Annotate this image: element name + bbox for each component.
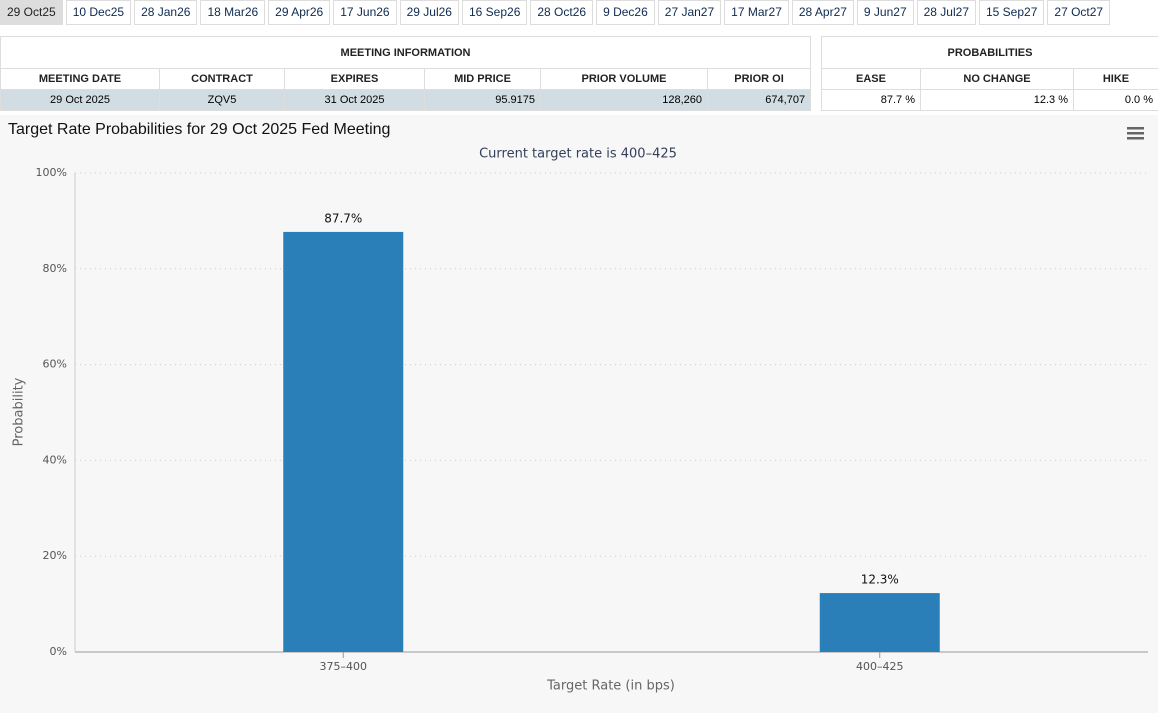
tab[interactable]: 28 Apr27	[791, 0, 854, 25]
data-label: 87.7%	[324, 211, 362, 225]
tab[interactable]: 28 Oct26	[530, 0, 594, 25]
y-tick-label: 0%	[50, 645, 67, 658]
cell: 674,707	[706, 89, 812, 111]
x-axis-title: Target Rate (in bps)	[546, 679, 675, 694]
cell: 31 Oct 2025	[284, 89, 425, 111]
tab[interactable]: 27 Jan27	[657, 0, 722, 25]
tab[interactable]: 9 Jun27	[856, 0, 914, 25]
cell: 87.7 %	[821, 89, 921, 111]
tab[interactable]: 27 Oct27	[1047, 0, 1111, 25]
tab[interactable]: 10 Dec25	[65, 0, 132, 25]
cell: 29 Oct 2025	[0, 89, 160, 111]
data-row: 87.7 % 12.3 % 0.0 %	[821, 89, 1158, 111]
column-header: PRIOR OI	[706, 68, 812, 90]
column-header: EASE	[821, 68, 921, 90]
chart: Target Rate Probabilities for 29 Oct 202…	[0, 115, 1158, 713]
y-axis-title: Probability	[12, 377, 27, 446]
tab[interactable]: 29 Jul26	[399, 0, 459, 25]
column-header: MID PRICE	[424, 68, 541, 90]
tab[interactable]: 29 Apr26	[268, 0, 331, 25]
cell: 95.9175	[424, 89, 541, 111]
y-tick-label: 100%	[36, 166, 67, 179]
bar	[283, 231, 404, 652]
column-header: EXPIRES	[284, 68, 425, 90]
header-row: EASE NO CHANGE HIKE	[821, 68, 1158, 90]
table-title: PROBABILITIES	[821, 36, 1158, 69]
column-header: MEETING DATE	[0, 68, 160, 90]
tab[interactable]: 15 Sep27	[979, 0, 1045, 25]
cell: 12.3 %	[920, 89, 1074, 111]
tab[interactable]: 18 Mar26	[200, 0, 266, 25]
tab[interactable]: 17 Mar27	[724, 0, 789, 25]
cell: ZQV5	[159, 89, 285, 111]
column-header: CONTRACT	[159, 68, 285, 90]
header-row: MEETING DATE CONTRACT EXPIRES MID PRICE PRIO…	[0, 68, 812, 90]
title-row: MEETING INFORMATION	[0, 36, 812, 69]
cell: 128,260	[540, 89, 708, 111]
x-tick-label: 375–400	[320, 660, 368, 673]
chart-title: Target Rate Probabilities for 29 Oct 202…	[8, 121, 390, 138]
y-tick-label: 60%	[43, 358, 67, 371]
probabilities-table: PROBABILITIES EASE NO CHANGE HIKE 87.7 % 12.3…	[821, 36, 1158, 111]
x-tick-label: 400–425	[856, 660, 904, 673]
table-title: MEETING INFORMATION	[0, 36, 812, 69]
cell: 0.0 %	[1073, 89, 1158, 111]
y-tick-label: 40%	[43, 453, 67, 466]
bar	[819, 593, 940, 652]
tab[interactable]: 28 Jul27	[916, 0, 976, 25]
column-header: PRIOR VOLUME	[540, 68, 708, 90]
tab[interactable]: 28 Jan26	[134, 0, 198, 25]
tab[interactable]: 29 Oct25	[0, 0, 63, 25]
y-tick-label: 80%	[43, 262, 67, 275]
meeting-info-table: MEETING INFORMATION MEETING DATE CONTRACT E…	[0, 36, 812, 111]
tab[interactable]: 17 Jun26	[333, 0, 397, 25]
tab[interactable]: 16 Sep26	[461, 0, 528, 25]
data-label: 12.3%	[861, 573, 899, 587]
column-header: NO CHANGE	[920, 68, 1074, 90]
tab[interactable]: 9 Dec26	[596, 0, 655, 25]
meeting-tabs: 29 Oct25 10 Dec25 28 Jan26 18 Mar26 29 Apr26…	[0, 0, 1111, 25]
chart-background	[0, 115, 1158, 713]
column-header: HIKE	[1073, 68, 1158, 90]
title-row: PROBABILITIES	[821, 36, 1158, 69]
y-tick-label: 20%	[43, 549, 67, 562]
menu-icon[interactable]	[1127, 127, 1144, 140]
chart-subtitle: Current target rate is 400–425	[479, 147, 677, 162]
data-row: 29 Oct 2025 ZQV5 31 Oct 2025 95.9175 128,260…	[0, 89, 812, 111]
